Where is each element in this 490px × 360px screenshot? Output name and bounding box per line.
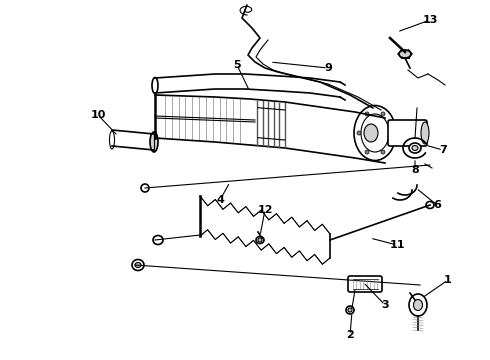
Ellipse shape [135,262,141,267]
Text: 11: 11 [389,240,405,250]
Ellipse shape [365,150,369,154]
Text: 3: 3 [381,300,389,310]
Ellipse shape [381,150,385,154]
Ellipse shape [256,237,264,243]
Text: 1: 1 [444,275,452,285]
Text: 9: 9 [324,63,332,73]
Ellipse shape [357,131,361,135]
Ellipse shape [153,235,163,244]
Ellipse shape [109,131,115,149]
Ellipse shape [412,145,418,150]
Text: 7: 7 [439,145,447,155]
Ellipse shape [421,122,429,144]
Text: 12: 12 [257,205,273,215]
Ellipse shape [364,124,378,142]
FancyBboxPatch shape [388,120,427,146]
Ellipse shape [150,132,158,152]
Ellipse shape [381,112,385,116]
Ellipse shape [361,114,389,152]
Text: 10: 10 [90,110,106,120]
Ellipse shape [141,184,149,192]
Text: 4: 4 [216,195,224,205]
Ellipse shape [348,308,352,312]
Ellipse shape [152,77,158,94]
Ellipse shape [414,300,422,310]
Ellipse shape [132,260,144,270]
Ellipse shape [258,238,262,242]
Text: 8: 8 [411,165,419,175]
Text: 5: 5 [233,60,241,70]
FancyBboxPatch shape [348,276,382,292]
Ellipse shape [409,143,421,153]
Text: 6: 6 [433,200,441,210]
Text: 13: 13 [422,15,438,25]
Ellipse shape [409,294,427,316]
Ellipse shape [399,50,411,58]
Text: 2: 2 [346,330,354,340]
Ellipse shape [354,105,396,161]
Ellipse shape [346,306,354,314]
Ellipse shape [389,131,393,135]
Ellipse shape [426,202,434,208]
Ellipse shape [365,112,369,116]
